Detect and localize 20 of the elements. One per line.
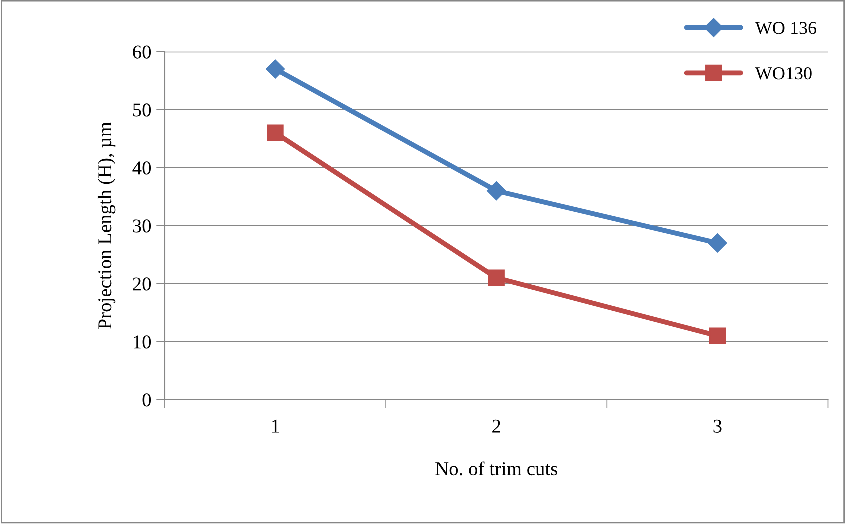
point [488, 270, 505, 286]
y-tick-label: 20 [133, 278, 152, 291]
point [709, 328, 726, 344]
x-axis-title: No. of trim cuts [436, 462, 558, 476]
point [266, 60, 286, 79]
legend-label: WO 136 [755, 22, 817, 34]
legend-label: WO130 [755, 67, 812, 80]
point [267, 124, 284, 142]
y-tick-label: 30 [133, 220, 152, 233]
point [487, 182, 506, 201]
y-tick-label: 50 [133, 104, 152, 117]
y-axis-title: Projection Length (H), µm [98, 122, 116, 330]
x-tick-label: 2 [492, 420, 500, 433]
y-tick-label: 40 [132, 162, 152, 175]
y-tick-label: 10 [134, 336, 152, 349]
x-tick-label: 3 [714, 420, 722, 433]
y-tick-label: 0 [142, 394, 152, 407]
y-tick-label: 60 [133, 46, 152, 59]
point [708, 234, 728, 253]
x-tick-label: 1 [272, 420, 280, 433]
